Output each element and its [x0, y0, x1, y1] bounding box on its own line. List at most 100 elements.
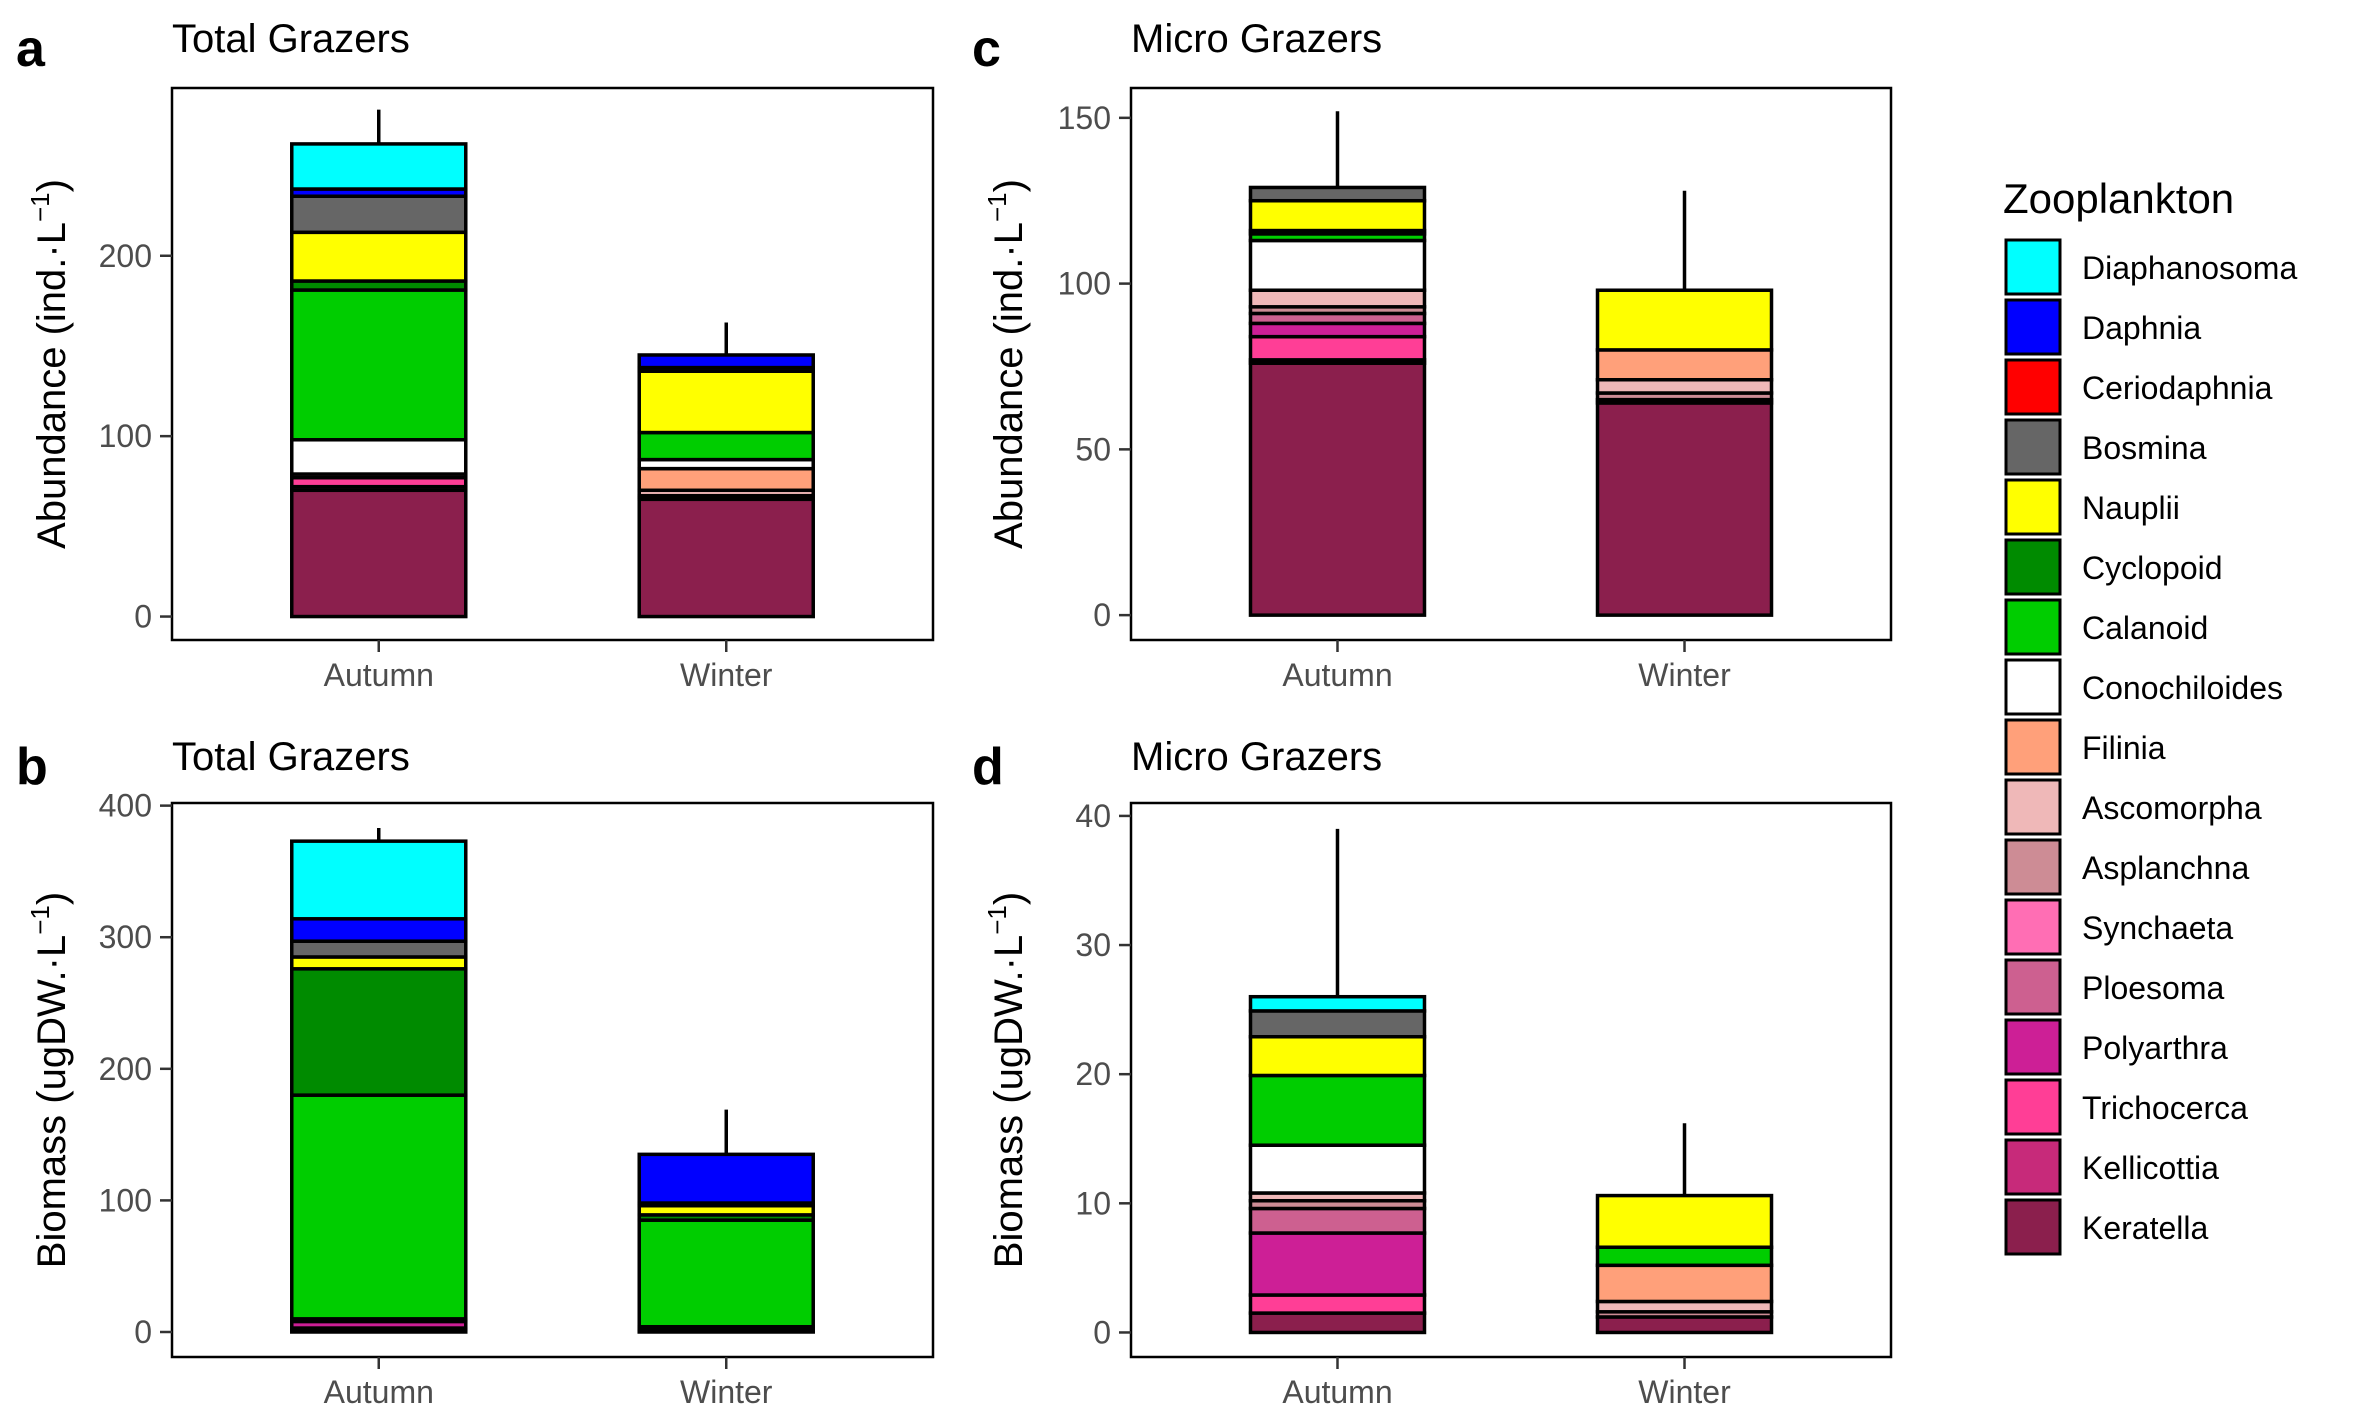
y-axis-title: Biomass (ugDW.·L−1)	[25, 892, 74, 1268]
plot-border	[1129, 86, 1893, 642]
y-tick-label: 0	[1093, 597, 1111, 633]
y-tick-label: 200	[99, 238, 152, 274]
y-tick-label: 10	[1075, 1185, 1111, 1221]
legend-item-kellicottia: Kellicottia	[2004, 1138, 2219, 1196]
legend-swatch	[2004, 898, 2062, 956]
y-tick-label: 40	[1075, 798, 1111, 834]
y-tick-label: 300	[99, 919, 152, 955]
panel-b: b Total Grazers 0 100 200 300 400 Autumn Winter B…	[16, 735, 935, 1410]
bar-segment-conochiloides	[1248, 238, 1427, 292]
y-tick-label: 100	[1058, 266, 1111, 302]
bar-segment-conochiloides	[290, 438, 468, 476]
legend-label: Conochiloides	[2082, 670, 2283, 706]
plot-border	[170, 86, 935, 642]
legend-label: Nauplii	[2082, 490, 2180, 526]
y-tick-label: 20	[1075, 1056, 1111, 1092]
legend-item-conochiloides: Conochiloides	[2004, 658, 2283, 716]
legend-item-ascomorpha: Ascomorpha	[2004, 778, 2262, 836]
panel-letter: a	[16, 20, 46, 78]
bar-segment-daphnia	[637, 353, 815, 370]
y-tick-label: 100	[99, 418, 152, 454]
bar-segment-filinia	[1595, 348, 1774, 382]
legend-item-synchaeta: Synchaeta	[2004, 898, 2233, 956]
bar-segment-keratella	[1248, 1311, 1427, 1335]
y-tick-label: 30	[1075, 927, 1111, 963]
legend-item-ploesoma: Ploesoma	[2004, 958, 2225, 1016]
plot-border	[1129, 801, 1893, 1359]
legend-swatch	[2004, 838, 2062, 896]
bar-segment-keratella	[1595, 401, 1774, 617]
bar-segment-nauplii	[1248, 198, 1427, 233]
panel-a: a Total Grazers 0 100 200 Autumn Winter Abundan…	[16, 17, 935, 693]
legend-swatch	[2004, 718, 2062, 776]
legend-label: Ceriodaphnia	[2082, 370, 2273, 406]
legend-swatch	[2004, 358, 2062, 416]
legend-item-bosmina: Bosmina	[2004, 418, 2207, 476]
legend-item-cyclopoid: Cyclopoid	[2004, 538, 2223, 596]
bar-autumn	[1248, 828, 1427, 1335]
bar-segment-diaphanosoma	[290, 142, 468, 191]
bar-segment-ploesoma	[1248, 1206, 1427, 1235]
bar-segment-bosmina	[1248, 185, 1427, 203]
bar-segment-polyarthra	[1248, 1231, 1427, 1297]
legend-swatch	[2004, 1018, 2062, 1076]
bar-autumn	[1248, 111, 1427, 617]
x-tick-label: Winter	[680, 1374, 773, 1410]
panel-title: Micro Grazers	[1131, 17, 1382, 61]
bar-winter	[1595, 1123, 1774, 1335]
legend-item-trichocerca: Trichocerca	[2004, 1078, 2248, 1136]
bar-segment-keratella	[1248, 361, 1427, 617]
bar-segment-nauplii	[1595, 288, 1774, 352]
x-tick-label: Winter	[680, 657, 773, 693]
bar-segment-nauplii	[1248, 1034, 1427, 1078]
panel-title: Total Grazers	[172, 17, 410, 61]
y-tick-label: 0	[1093, 1314, 1111, 1350]
legend-label: Ploesoma	[2082, 970, 2225, 1006]
bar-autumn	[290, 828, 468, 1334]
legend-item-keratella: Keratella	[2004, 1198, 2209, 1256]
y-axis-title: Abundance (ind.·L−1)	[982, 179, 1031, 549]
bar-segment-calanoid	[1595, 1245, 1774, 1268]
legend-swatch	[2004, 238, 2062, 296]
plot-border	[170, 801, 935, 1359]
bar-segment-calanoid	[637, 430, 815, 462]
legend-item-diaphanosoma: Diaphanosoma	[2004, 238, 2297, 296]
panel-letter: d	[972, 738, 1004, 796]
bar-segment-nauplii	[290, 230, 468, 283]
panel-letter: b	[16, 738, 48, 796]
bar-segment-nauplii	[290, 955, 468, 971]
legend-label: Bosmina	[2082, 430, 2207, 466]
bar-segment-calanoid	[637, 1218, 815, 1329]
legend-label: Filinia	[2082, 730, 2166, 766]
bar-segment-keratella	[1595, 1315, 1774, 1335]
y-tick-label: 0	[134, 599, 152, 635]
legend-swatch	[2004, 478, 2062, 536]
y-tick-label: 100	[99, 1182, 152, 1218]
bar-segment-conochiloides	[1248, 1143, 1427, 1195]
legend-label: Polyarthra	[2082, 1030, 2228, 1066]
legend-item-daphnia: Daphnia	[2004, 298, 2201, 356]
legend-label: Diaphanosoma	[2082, 250, 2297, 286]
bar-winter	[637, 322, 815, 619]
bar-winter	[637, 1109, 815, 1334]
bar-segment-nauplii	[637, 369, 815, 435]
legend-item-filinia: Filinia	[2004, 718, 2166, 776]
bar-segment-trichocerca	[1248, 1293, 1427, 1315]
legend-label: Calanoid	[2082, 610, 2208, 646]
legend-label: Asplanchna	[2082, 850, 2249, 886]
bar-segment-calanoid	[1248, 1073, 1427, 1147]
legend-label: Kellicottia	[2082, 1150, 2219, 1186]
legend-item-asplanchna: Asplanchna	[2004, 838, 2249, 896]
bar-segment-ascomorpha	[1248, 288, 1427, 309]
bar-segment-daphnia	[290, 917, 468, 943]
bar-segment-ascomorpha	[1595, 377, 1774, 395]
bar-segment-keratella	[290, 488, 468, 619]
legend-item-ceriodaphnia: Ceriodaphnia	[2004, 358, 2273, 416]
legend: Zooplankton Diaphanosoma Daphnia Ceriodaphn…	[2003, 175, 2297, 1256]
x-tick-label: Autumn	[1282, 1374, 1392, 1410]
legend-swatch	[2004, 538, 2062, 596]
legend-swatch	[2004, 1138, 2062, 1196]
bar-segment-filinia	[1595, 1263, 1774, 1304]
panel-letter: c	[972, 20, 1001, 78]
